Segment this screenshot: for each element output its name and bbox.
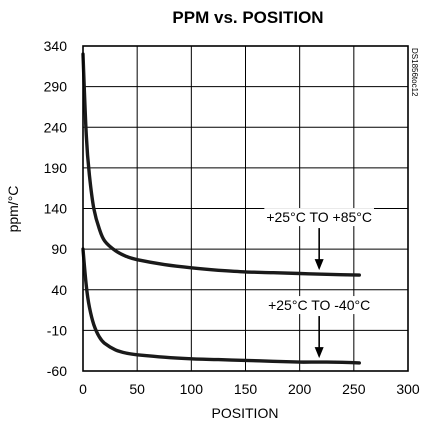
y-tick-label: 90 xyxy=(51,241,67,257)
y-tick-label: 190 xyxy=(44,160,68,176)
y-axis-label: ppm/°C xyxy=(5,186,21,233)
x-tick-labels: 0 50 100 150 200 250 300 xyxy=(79,381,420,397)
annotation-neg40c-label: +25°C TO -40°C xyxy=(268,297,370,313)
x-axis-label: POSITION xyxy=(212,405,279,421)
y-tick-label: 140 xyxy=(44,201,68,217)
doc-id-label: DS1856toc12 xyxy=(410,48,419,97)
y-tick-label: 290 xyxy=(44,79,68,95)
chart-title: PPM vs. POSITION xyxy=(172,8,323,27)
y-tick-label: -60 xyxy=(47,363,67,379)
x-tick-label: 50 xyxy=(129,381,145,397)
annotation-85c-label: +25°C TO +85°C xyxy=(266,209,372,225)
annotations: +25°C TO +85°C +25°C TO -40°C xyxy=(264,208,374,358)
y-tick-label: 240 xyxy=(44,119,68,135)
x-tick-label: 300 xyxy=(396,381,420,397)
series-line-85c xyxy=(83,54,359,275)
y-tick-label: 40 xyxy=(51,282,67,298)
x-tick-label: 250 xyxy=(342,381,366,397)
y-tick-labels: 340 290 240 190 140 90 40 -10 -60 xyxy=(44,38,68,379)
y-tick-label: 340 xyxy=(44,38,68,54)
x-tick-label: 200 xyxy=(288,381,312,397)
x-tick-label: 150 xyxy=(234,381,258,397)
annotation-neg40c-arrow-head xyxy=(315,347,324,358)
x-tick-label: 100 xyxy=(180,381,204,397)
annotation-85c-arrow-head xyxy=(315,259,324,270)
y-tick-label: -10 xyxy=(47,322,67,338)
x-tick-label: 0 xyxy=(79,381,87,397)
